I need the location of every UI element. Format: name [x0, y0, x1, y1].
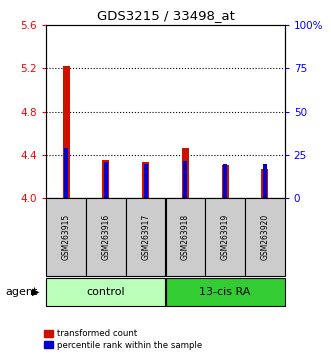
Bar — [261, 169, 268, 198]
Bar — [182, 148, 189, 198]
Bar — [205, 198, 245, 276]
Text: control: control — [87, 287, 125, 297]
Text: GSM263918: GSM263918 — [181, 214, 190, 260]
Text: ▶: ▶ — [32, 287, 40, 297]
Bar — [166, 278, 285, 306]
Bar — [104, 162, 108, 198]
Legend: transformed count, percentile rank within the sample: transformed count, percentile rank withi… — [44, 329, 202, 350]
Text: agent: agent — [5, 287, 37, 297]
Text: GSM263915: GSM263915 — [62, 214, 71, 260]
Text: GSM263919: GSM263919 — [220, 214, 230, 260]
Text: GSM263916: GSM263916 — [101, 214, 111, 260]
Bar — [223, 164, 227, 198]
Bar — [245, 198, 285, 276]
Bar — [126, 198, 166, 276]
Bar — [183, 161, 187, 198]
Text: GSM263920: GSM263920 — [260, 214, 269, 260]
Bar — [166, 198, 205, 276]
Bar — [86, 198, 126, 276]
Bar — [64, 148, 68, 198]
Bar — [221, 165, 229, 198]
Text: GSM263917: GSM263917 — [141, 214, 150, 260]
Bar — [144, 164, 148, 198]
Bar — [46, 198, 86, 276]
Text: 13-cis RA: 13-cis RA — [199, 287, 251, 297]
Bar — [102, 160, 110, 198]
Bar — [46, 278, 166, 306]
Bar — [63, 66, 70, 198]
Bar — [142, 162, 149, 198]
Bar — [263, 164, 267, 198]
Text: GDS3215 / 33498_at: GDS3215 / 33498_at — [97, 9, 234, 22]
